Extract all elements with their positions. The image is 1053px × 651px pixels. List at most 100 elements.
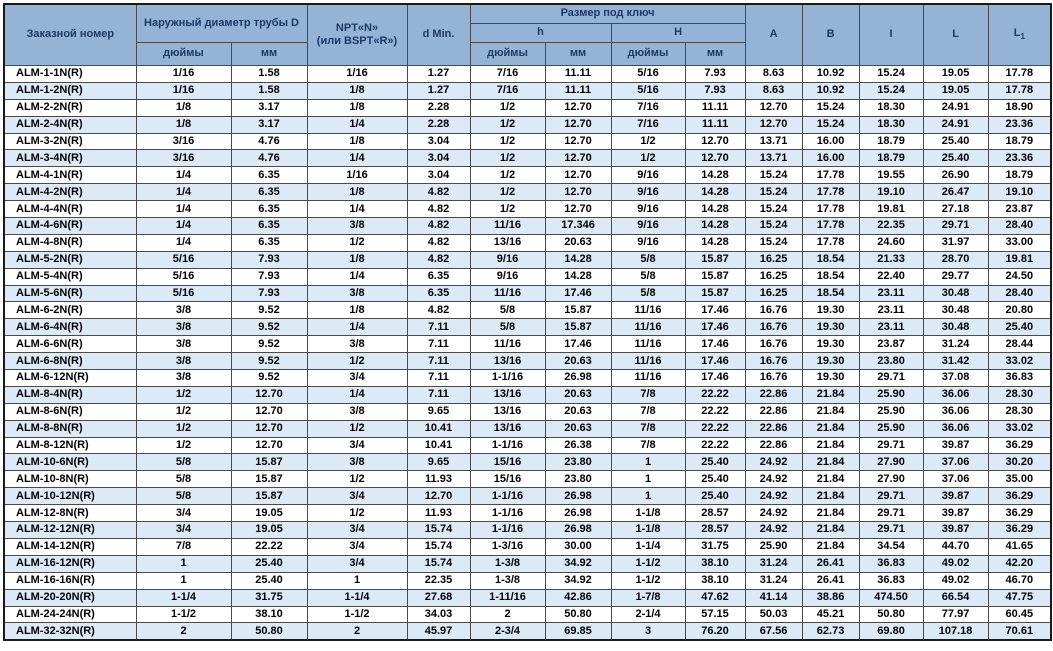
value-cell: 7.93: [684, 81, 746, 100]
order-number-cell: ALM-10-6N(R): [3, 453, 137, 472]
value-cell: 1-3/16: [469, 537, 546, 556]
value-cell: 28.40: [987, 284, 1052, 303]
value-cell: 9.52: [230, 369, 308, 387]
value-cell: 11.11: [544, 81, 612, 100]
value-cell: 9.52: [230, 301, 308, 320]
value-cell: 7/8: [610, 436, 686, 455]
order-number-cell: ALM-4-1N(R): [3, 166, 137, 185]
value-cell: 13/16: [469, 233, 546, 252]
value-cell: 15.74: [406, 521, 471, 539]
table-header: Заказной номер Наружный диаметр трубы D …: [3, 3, 1052, 66]
value-cell: 14.28: [544, 250, 612, 269]
value-cell: 25.90: [744, 537, 803, 556]
value-cell: 10.41: [406, 436, 471, 455]
value-cell: 1/2: [469, 166, 546, 185]
order-number-cell: ALM-8-8N(R): [3, 419, 137, 438]
value-cell: 23.11: [858, 318, 924, 337]
order-number-cell: ALM-3-4N(R): [3, 149, 137, 168]
value-cell: 24.91: [922, 98, 989, 117]
value-cell: 26.90: [922, 166, 989, 185]
value-cell: 1/2: [135, 402, 232, 421]
order-number-cell: ALM-24-24N(R): [3, 605, 137, 624]
value-cell: 22.22: [684, 436, 746, 455]
value-cell: 1/2: [306, 504, 408, 523]
value-cell: 9/16: [610, 166, 686, 185]
value-cell: 23.80: [544, 453, 612, 472]
value-cell: 16.76: [744, 352, 803, 371]
value-cell: 1-1/2: [135, 605, 232, 624]
value-cell: 1/16: [135, 81, 232, 100]
value-cell: 1/4: [135, 183, 232, 202]
value-cell: 25.40: [922, 149, 989, 168]
value-cell: 3/4: [306, 554, 408, 573]
value-cell: 23.87: [987, 200, 1052, 219]
table-row: ALM-16-16N(R) 1 25.40 1 22.35 1-3/8 34.92 1-1/2…: [3, 571, 1052, 590]
value-cell: 4.76: [230, 149, 308, 168]
col-header-hbig-mm: мм: [684, 42, 746, 66]
value-cell: 2: [306, 622, 408, 641]
value-cell: 25.40: [987, 318, 1052, 337]
table-row: ALM-12-8N(R) 3/4 19.05 1/2 11.93 1-1/16 26.98 1…: [3, 504, 1052, 523]
value-cell: 1/2: [610, 149, 686, 168]
value-cell: 9.65: [406, 402, 471, 421]
value-cell: 36.29: [987, 436, 1052, 455]
value-cell: 12.70: [544, 166, 612, 185]
dimensions-table: Заказной номер Наружный диаметр трубы D …: [3, 3, 1053, 642]
value-cell: 25.90: [858, 402, 924, 421]
value-cell: 22.40: [858, 267, 924, 286]
value-cell: 3/4: [306, 521, 408, 539]
value-cell: 31.75: [684, 537, 746, 556]
value-cell: 3.17: [230, 115, 308, 134]
value-cell: 17.78: [801, 166, 860, 185]
order-number-cell: ALM-16-16N(R): [3, 571, 137, 590]
order-number-cell: ALM-4-6N(R): [3, 217, 137, 235]
value-cell: 4.82: [406, 183, 471, 202]
value-cell: 1-1/4: [135, 588, 232, 607]
value-cell: 17.78: [801, 217, 860, 235]
value-cell: 5/16: [610, 81, 686, 100]
value-cell: 19.05: [922, 81, 989, 100]
value-cell: 12.70: [544, 115, 612, 134]
value-cell: 36.06: [922, 419, 989, 438]
value-cell: 36.83: [858, 554, 924, 573]
value-cell: 7.93: [230, 267, 308, 286]
value-cell: 37.08: [922, 369, 989, 387]
value-cell: 6.35: [230, 183, 308, 202]
value-cell: 28.57: [684, 521, 746, 539]
value-cell: 19.81: [858, 200, 924, 219]
table-row: ALM-1-2N(R) 1/16 1.58 1/8 1.27 7/16 11.11 5/16 7…: [3, 81, 1052, 100]
value-cell: 22.86: [744, 402, 803, 421]
value-cell: 1-1/2: [306, 605, 408, 624]
value-cell: 30.20: [987, 453, 1052, 472]
value-cell: 15.87: [684, 250, 746, 269]
value-cell: 3/8: [306, 284, 408, 303]
value-cell: 15.87: [230, 487, 308, 506]
value-cell: 60.45: [987, 605, 1052, 624]
value-cell: 1/4: [306, 149, 408, 168]
value-cell: 11.11: [544, 65, 612, 83]
value-cell: 33.02: [987, 419, 1052, 438]
value-cell: 7.11: [406, 318, 471, 337]
value-cell: 3/16: [135, 132, 232, 151]
value-cell: 4.82: [406, 217, 471, 235]
value-cell: 1/16: [135, 65, 232, 83]
value-cell: 4.82: [406, 233, 471, 252]
value-cell: 14.28: [684, 217, 746, 235]
value-cell: 1/16: [306, 166, 408, 185]
col-header-d-inches: дюймы: [135, 42, 232, 66]
value-cell: 5/16: [135, 250, 232, 269]
value-cell: 29.71: [858, 504, 924, 523]
value-cell: 6.35: [230, 233, 308, 252]
value-cell: 14.28: [544, 267, 612, 286]
col-header-l1: L1: [987, 3, 1052, 66]
value-cell: 17.78: [987, 81, 1052, 100]
value-cell: 67.56: [744, 622, 803, 641]
value-cell: 46.70: [987, 571, 1052, 590]
value-cell: 12.70: [230, 402, 308, 421]
value-cell: 11/16: [610, 352, 686, 371]
value-cell: 18.30: [858, 98, 924, 117]
value-cell: 36.06: [922, 402, 989, 421]
value-cell: 3/4: [135, 521, 232, 539]
value-cell: 19.05: [230, 521, 308, 539]
value-cell: 1/2: [469, 200, 546, 219]
